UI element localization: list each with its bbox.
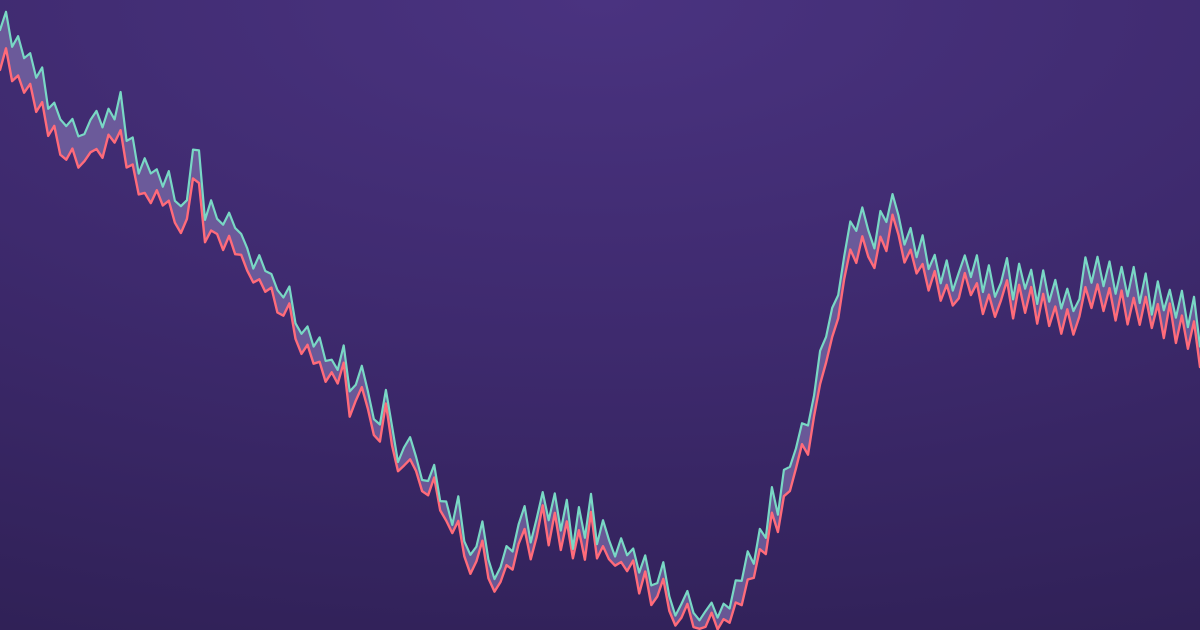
price-chart <box>0 0 1200 630</box>
series-upper-line <box>0 12 1200 621</box>
series-band-fill <box>0 12 1200 630</box>
